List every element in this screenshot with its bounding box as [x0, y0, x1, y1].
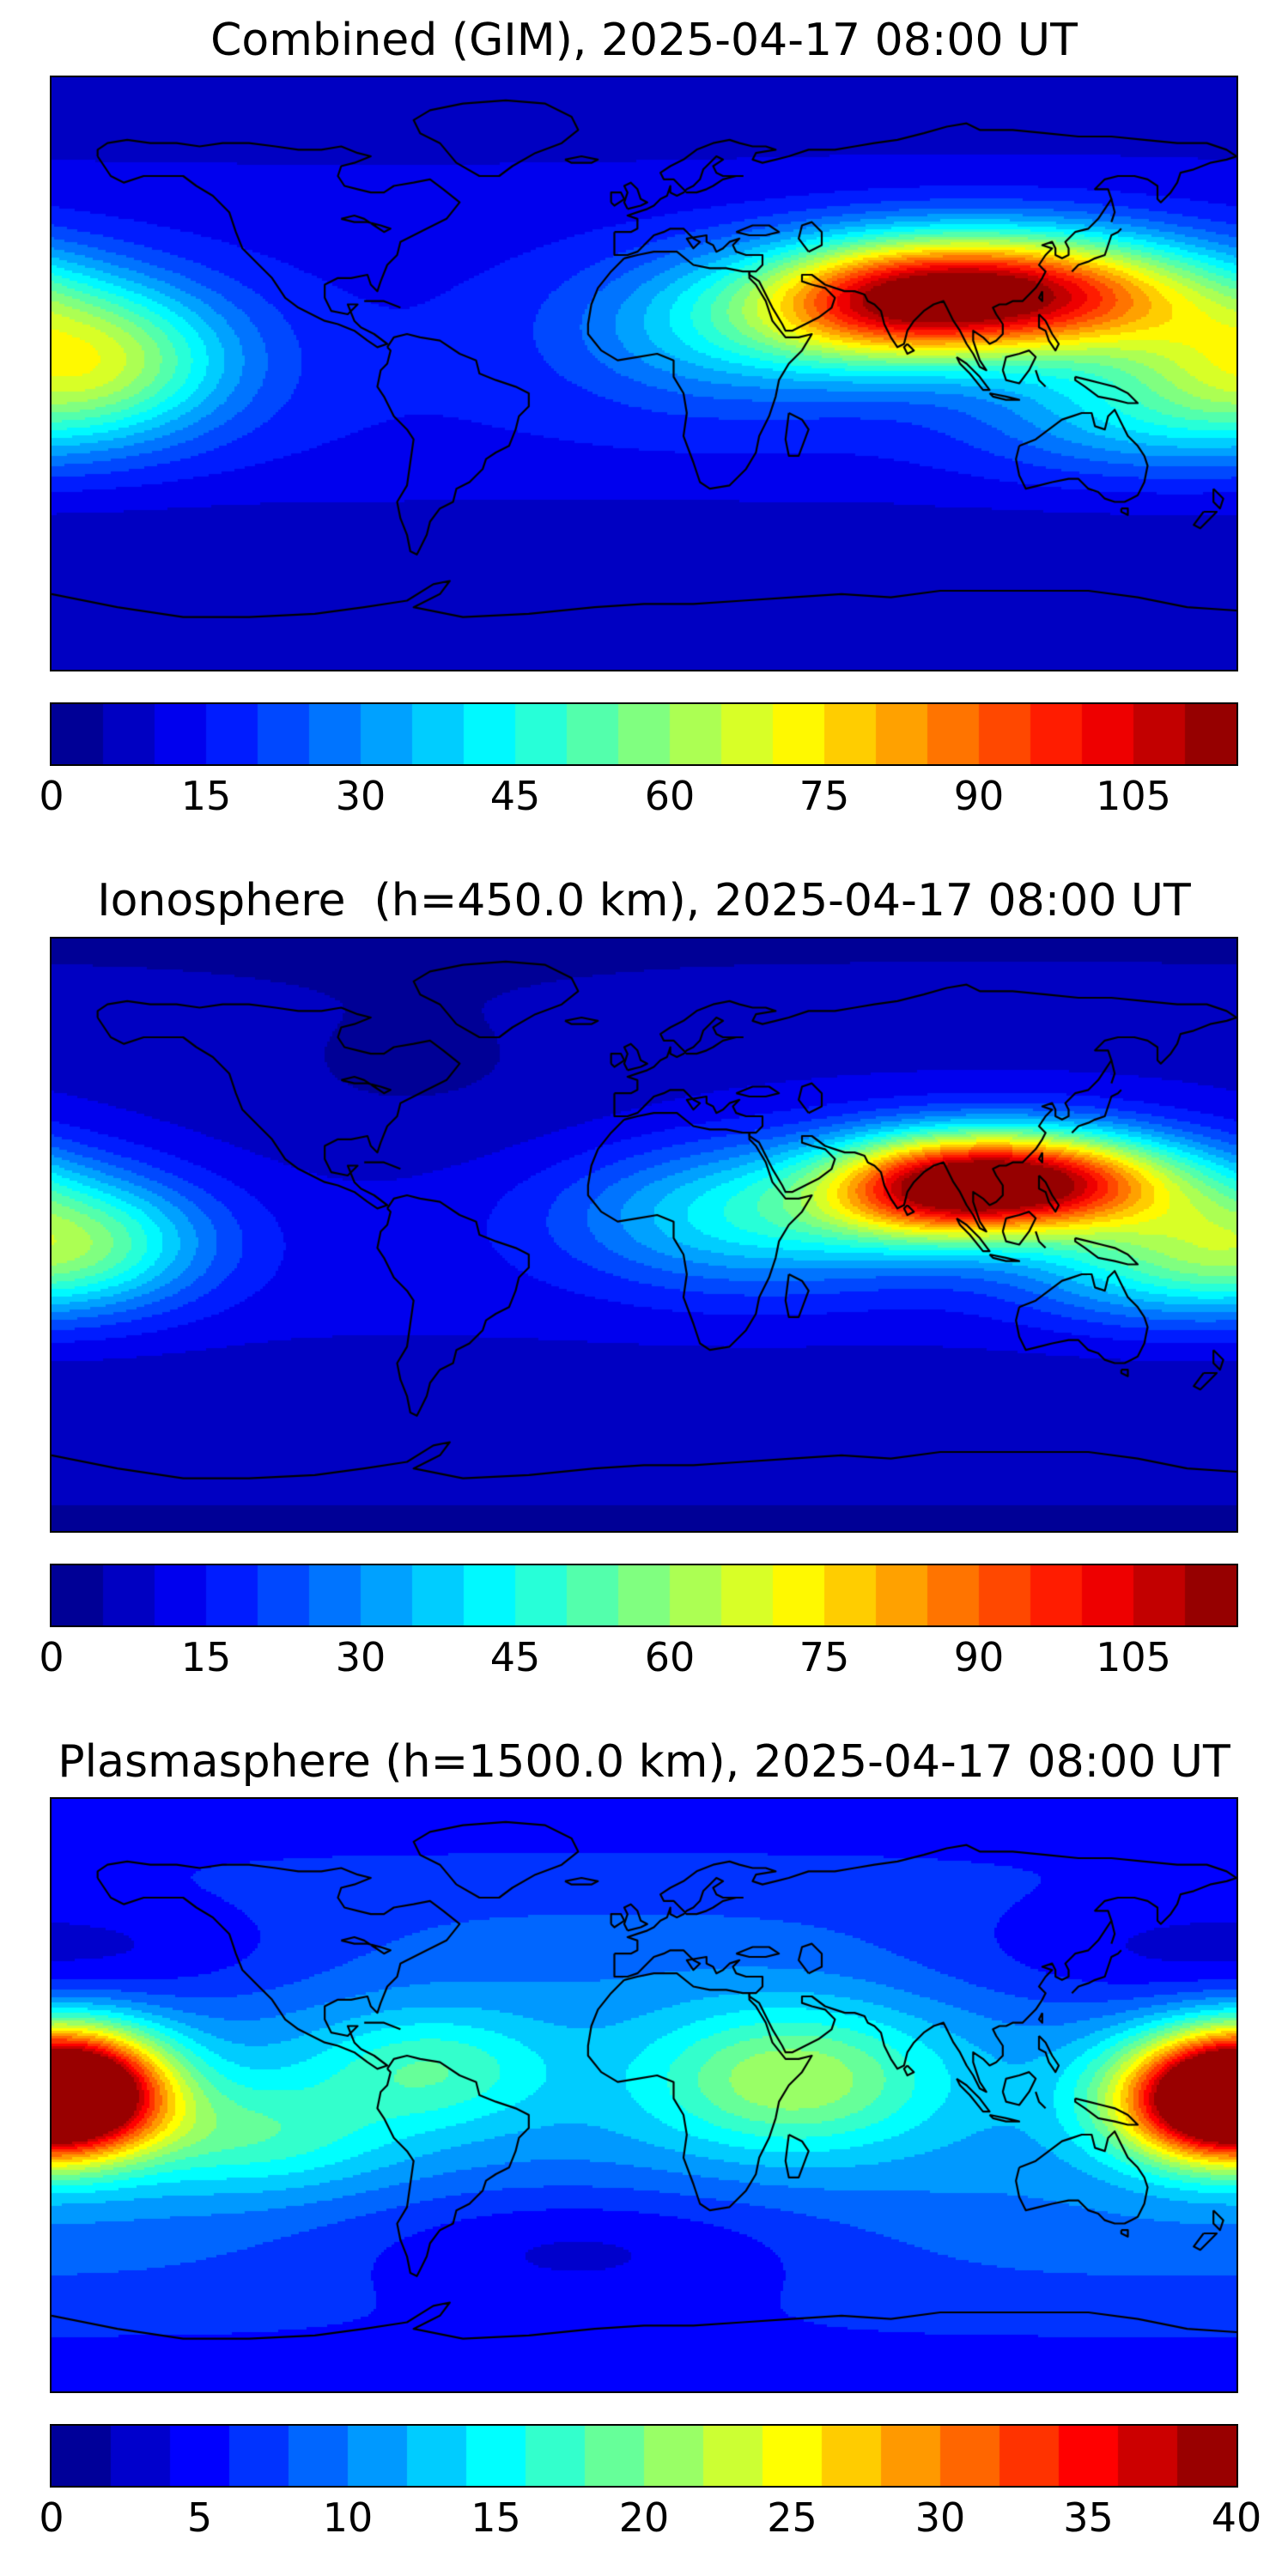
colorbar-tick-label: 105 [1096, 1633, 1171, 1680]
colorbar-tick-label: 20 [618, 2494, 670, 2542]
colorbar-tick-label: 0 [39, 773, 64, 820]
ionosphere-colorbar [50, 1563, 1238, 1627]
combined-tec-map [50, 76, 1238, 672]
combined-colorbar-tick-row: 0 15 30 45 60 75 90 105 [39, 766, 1238, 821]
plasmasphere-colorbar [50, 2424, 1238, 2488]
colorbar-tick-label: 10 [322, 2494, 374, 2542]
colorbar-tick-label: 15 [180, 773, 232, 820]
combined-colorbar [50, 702, 1238, 767]
combined-plot-title: Combined (GIM), 2025-04-17 08:00 UT [210, 15, 1078, 66]
plasmasphere-tec-map [50, 1797, 1238, 2394]
colorbar-tick-label: 60 [644, 773, 696, 820]
colorbar-tick-label: 45 [489, 1633, 541, 1680]
colorbar-tick-label: 35 [1063, 2494, 1114, 2542]
plasmasphere-plot-title: Plasmasphere (h=1500.0 km), 2025-04-17 0… [58, 1735, 1230, 1788]
ionosphere-plot-title: Ionosphere (h=450.0 km), 2025-04-17 08:0… [97, 875, 1191, 927]
colorbar-tick-label: 5 [186, 2494, 213, 2542]
panel-plasmasphere: Plasmasphere (h=1500.0 km), 2025-04-17 0… [39, 1735, 1261, 2543]
colorbar-tick-label: 0 [39, 2494, 64, 2542]
colorbar-tick-label: 30 [914, 2494, 966, 2542]
plasmasphere-colorbar-tick-row: 0 5 10 15 20 25 30 35 40 [39, 2488, 1261, 2543]
panel-combined: Combined (GIM), 2025-04-17 08:00 UT 0 15 3… [39, 14, 1238, 821]
colorbar-tick-label: 90 [953, 773, 1005, 820]
colorbar-tick-label: 0 [39, 1633, 64, 1680]
colorbar-tick-label: 90 [953, 1633, 1005, 1680]
colorbar-tick-label: 60 [644, 1633, 696, 1680]
colorbar-tick-label: 15 [180, 1633, 232, 1680]
colorbar-tick-label: 25 [767, 2494, 817, 2542]
colorbar-tick-label: 30 [335, 1633, 386, 1680]
colorbar-tick-label: 75 [799, 1633, 850, 1680]
colorbar-tick-label: 15 [471, 2494, 521, 2542]
ionosphere-colorbar-tick-row: 0 15 30 45 60 75 90 105 [39, 1627, 1238, 1682]
colorbar-tick-label: 75 [799, 773, 850, 820]
colorbar-tick-label: 105 [1096, 773, 1171, 820]
colorbar-tick-label: 45 [489, 773, 541, 820]
colorbar-tick-label: 30 [335, 773, 386, 820]
panel-ionosphere: Ionosphere (h=450.0 km), 2025-04-17 08:0… [39, 874, 1238, 1682]
ionosphere-tec-map [50, 936, 1238, 1533]
colorbar-tick-label: 40 [1211, 2494, 1262, 2542]
